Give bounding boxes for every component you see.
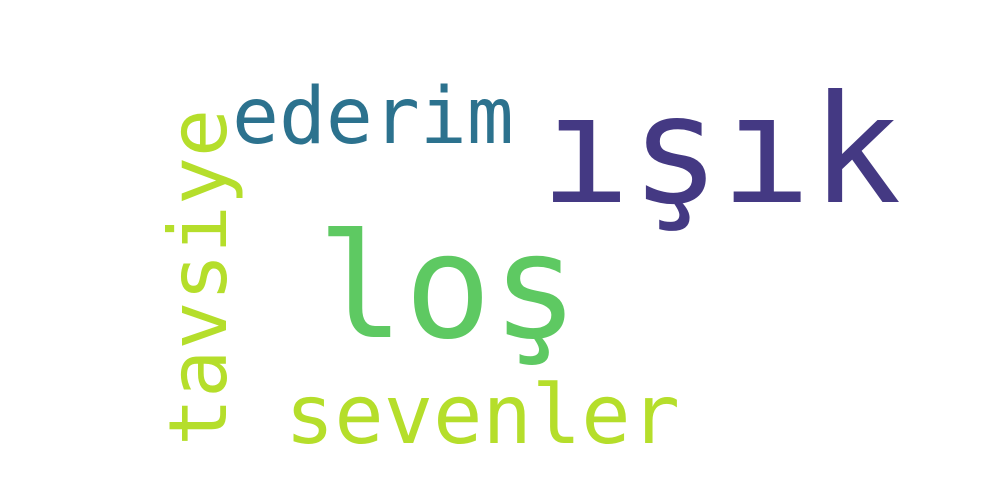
word-tavsiye: tavsiye: [152, 108, 245, 446]
word-sevenler: sevenler: [285, 368, 680, 463]
word-los: loş: [317, 203, 579, 372]
word-ederim: ederim: [232, 72, 514, 162]
word-isik: ışık: [540, 64, 902, 238]
